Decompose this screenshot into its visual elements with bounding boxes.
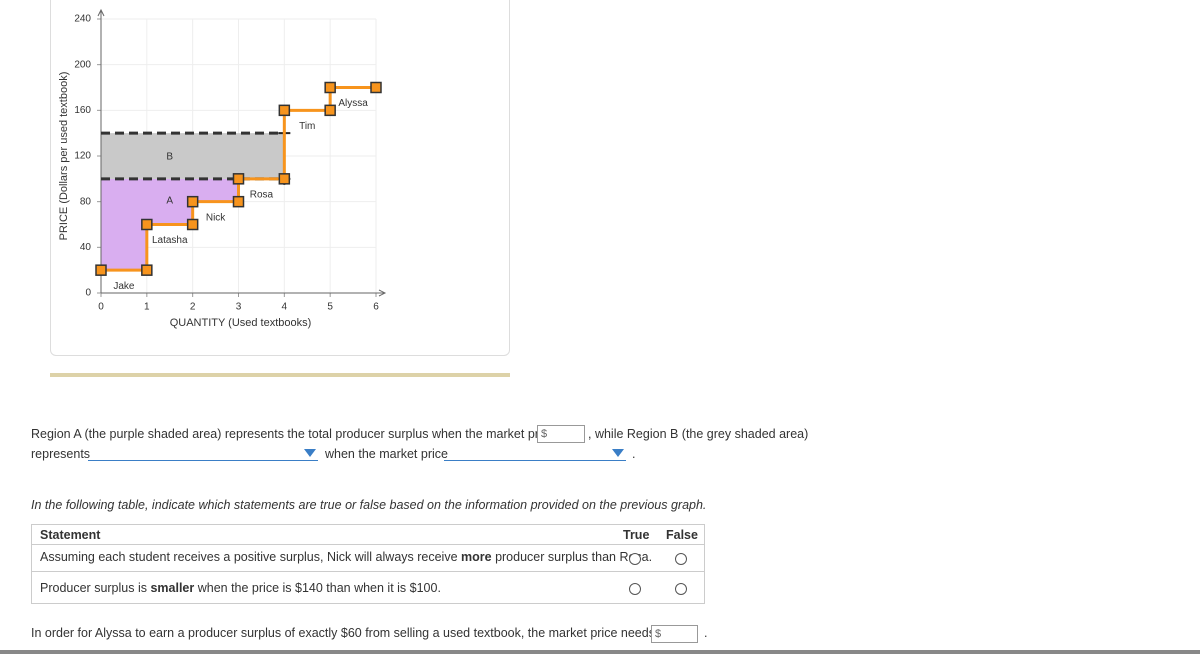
supply-point: [141, 264, 153, 276]
statement-text: Assuming each student receives a positiv…: [40, 550, 462, 564]
statement: Producer surplus is smaller when the pri…: [40, 581, 441, 595]
supply-point: [232, 195, 245, 208]
x-tick-label: 2: [190, 302, 196, 313]
question-text: Region A (the purple shaded area) repres…: [31, 427, 568, 441]
radio-false[interactable]: [675, 583, 687, 595]
x-tick-label: 5: [327, 302, 333, 313]
x-tick-label: 6: [373, 302, 379, 313]
question-text: when the market price: [325, 447, 448, 461]
statement-text: when the price is $140 than when it is $…: [194, 581, 441, 595]
statement-emphasis: smaller: [150, 581, 195, 595]
supply-point: [141, 218, 153, 231]
question-text: represents: [31, 447, 91, 461]
x-axis-label: QUANTITY (Used textbooks): [170, 317, 312, 329]
x-axis-arrow: [378, 289, 387, 297]
table-header: False: [666, 528, 698, 542]
y-tick-label: 40: [80, 242, 92, 253]
statement-text: Producer surplus is: [40, 581, 151, 595]
price-input[interactable]: $: [651, 625, 698, 643]
dropdown[interactable]: [444, 444, 626, 461]
x-tick-label: 0: [98, 302, 104, 313]
seller-label: Tim: [299, 121, 315, 132]
table: Statement True False Assuming each stude…: [31, 524, 705, 604]
y-tick-label: 240: [74, 14, 91, 25]
supply-point: [278, 104, 291, 117]
supply-point: [278, 173, 291, 185]
radio-false[interactable]: [675, 553, 687, 565]
chart: 0 40 80 120 160 200 240 0 1 2 3 4 5 6 QUANTITY (Used t…: [58, 8, 387, 329]
chart-panel: [50, 0, 510, 356]
footer-question: In order for Alyssa to earn a producer s…: [31, 626, 687, 640]
question-text: , while Region B (the grey shaded area): [588, 427, 809, 441]
supply-point: [186, 195, 199, 208]
seller-label: Rosa: [250, 189, 274, 200]
row-divider: [32, 571, 704, 572]
seller-label: Latasha: [152, 235, 188, 246]
region-label: A: [166, 195, 173, 206]
instruction: In the following table, indicate which s…: [31, 498, 707, 512]
bottom-bar: [0, 650, 1200, 654]
question-text: .: [632, 447, 636, 461]
supply-point: [232, 173, 245, 185]
table-header: True: [623, 528, 650, 542]
supply-point: [324, 104, 336, 117]
statement-emphasis: more: [461, 550, 492, 564]
radio-true[interactable]: [629, 583, 641, 595]
y-tick-label: 200: [74, 59, 91, 70]
y-tick-label: 80: [80, 196, 92, 207]
seller-label: Alyssa: [338, 98, 368, 109]
y-axis-label: PRICE (Dollars per used textbook): [58, 72, 70, 241]
dropdown-arrow: [304, 449, 316, 457]
footer-question: .: [704, 626, 708, 640]
dropdown[interactable]: [88, 444, 318, 461]
y-tick-label: 0: [85, 288, 91, 299]
supply-point: [95, 264, 107, 276]
table-header: Statement: [40, 528, 101, 542]
radio-true[interactable]: [629, 553, 641, 565]
supply-point: [324, 81, 336, 94]
x-tick-label: 1: [144, 302, 150, 313]
seller-label: Nick: [206, 212, 226, 223]
statement-text: producer surplus than Rosa.: [491, 550, 653, 564]
y-tick-label: 160: [74, 105, 91, 116]
price-input[interactable]: $: [537, 425, 585, 443]
region-label: B: [166, 152, 173, 163]
statement: Assuming each student receives a positiv…: [40, 550, 652, 564]
y-axis-arrow: [97, 8, 105, 17]
table-header-row: [32, 525, 704, 545]
x-tick-label: 4: [282, 302, 288, 313]
seller-label: Jake: [113, 281, 135, 292]
supply-point: [370, 81, 382, 94]
x-tick-label: 3: [236, 302, 242, 313]
dropdown-arrow: [612, 449, 624, 457]
y-tick-label: 120: [74, 151, 91, 162]
region-b: [101, 133, 285, 179]
supply-point: [186, 218, 199, 231]
divider: [50, 373, 510, 377]
